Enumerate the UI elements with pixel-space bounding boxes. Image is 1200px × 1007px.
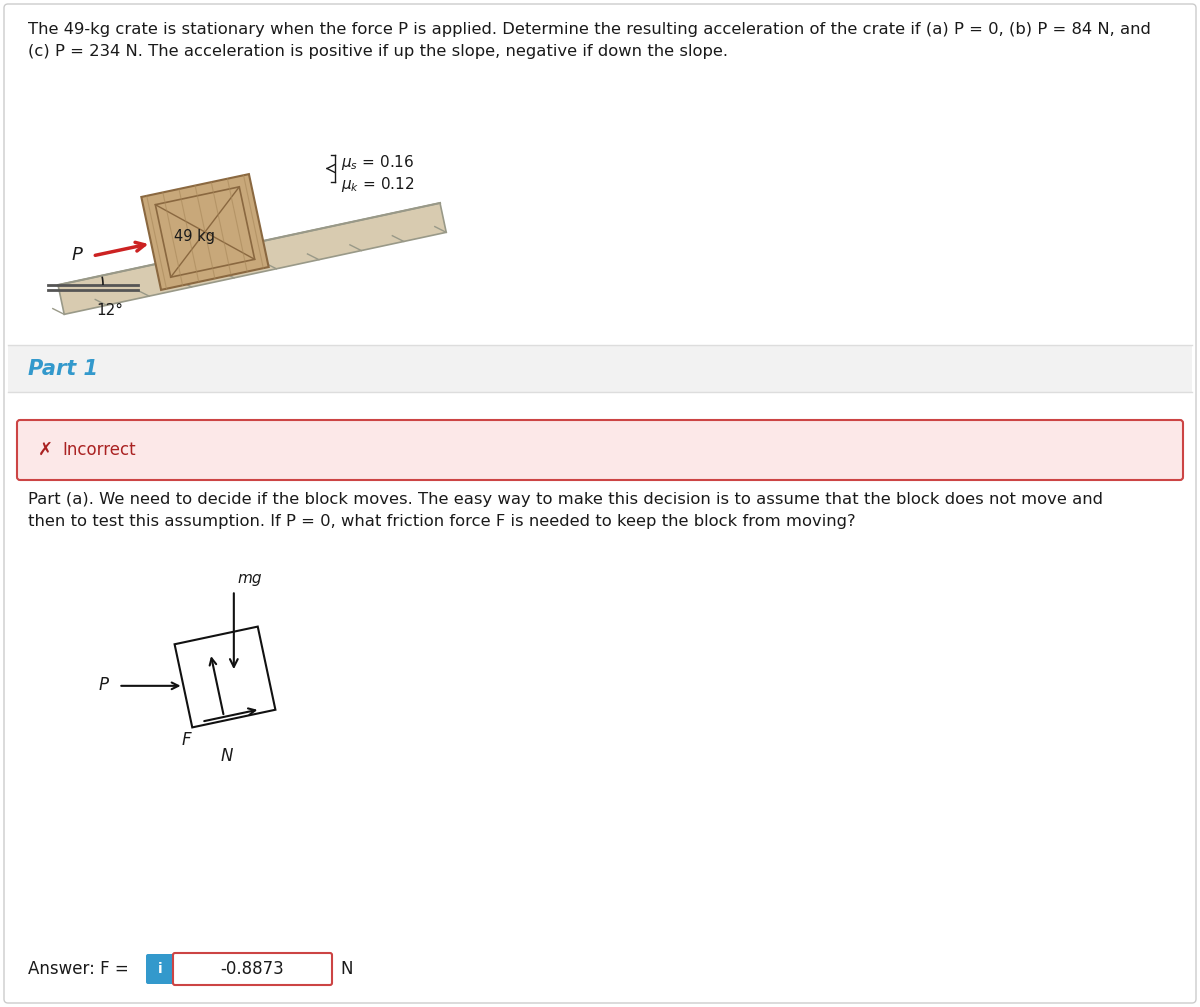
- FancyBboxPatch shape: [4, 4, 1196, 1003]
- FancyBboxPatch shape: [8, 345, 1192, 999]
- Text: then to test this assumption. If P = 0, what friction force F is needed to keep : then to test this assumption. If P = 0, …: [28, 514, 856, 529]
- Text: Answer: F =: Answer: F =: [28, 960, 128, 978]
- Text: N: N: [340, 960, 353, 978]
- Text: i: i: [157, 962, 162, 976]
- Text: Part 1: Part 1: [28, 359, 98, 379]
- Text: Incorrect: Incorrect: [62, 441, 136, 459]
- FancyBboxPatch shape: [173, 953, 332, 985]
- FancyBboxPatch shape: [146, 954, 174, 984]
- Text: $\mu_k$ = 0.12: $\mu_k$ = 0.12: [341, 175, 414, 194]
- Text: P: P: [72, 246, 83, 264]
- Text: ✗: ✗: [38, 441, 53, 459]
- Text: Part (a). We need to decide if the block moves. The easy way to make this decisi: Part (a). We need to decide if the block…: [28, 492, 1103, 507]
- Polygon shape: [174, 626, 276, 727]
- Text: 12°: 12°: [96, 303, 124, 318]
- Polygon shape: [142, 174, 269, 290]
- FancyBboxPatch shape: [8, 8, 1192, 345]
- Text: 49 kg: 49 kg: [174, 229, 216, 244]
- Polygon shape: [58, 203, 446, 314]
- Text: The 49-kg crate is stationary when the force P is applied. Determine the resulti: The 49-kg crate is stationary when the f…: [28, 22, 1151, 37]
- Text: P: P: [98, 676, 108, 694]
- Text: (c) P = 234 N. The acceleration is positive if up the slope, negative if down th: (c) P = 234 N. The acceleration is posit…: [28, 44, 728, 59]
- FancyBboxPatch shape: [17, 420, 1183, 480]
- Text: mg: mg: [238, 571, 263, 586]
- Text: -0.8873: -0.8873: [221, 960, 284, 978]
- Text: N: N: [221, 747, 233, 765]
- FancyBboxPatch shape: [8, 392, 1192, 999]
- Text: F: F: [181, 731, 191, 749]
- Text: $\mu_s$ = 0.16: $\mu_s$ = 0.16: [341, 153, 414, 172]
